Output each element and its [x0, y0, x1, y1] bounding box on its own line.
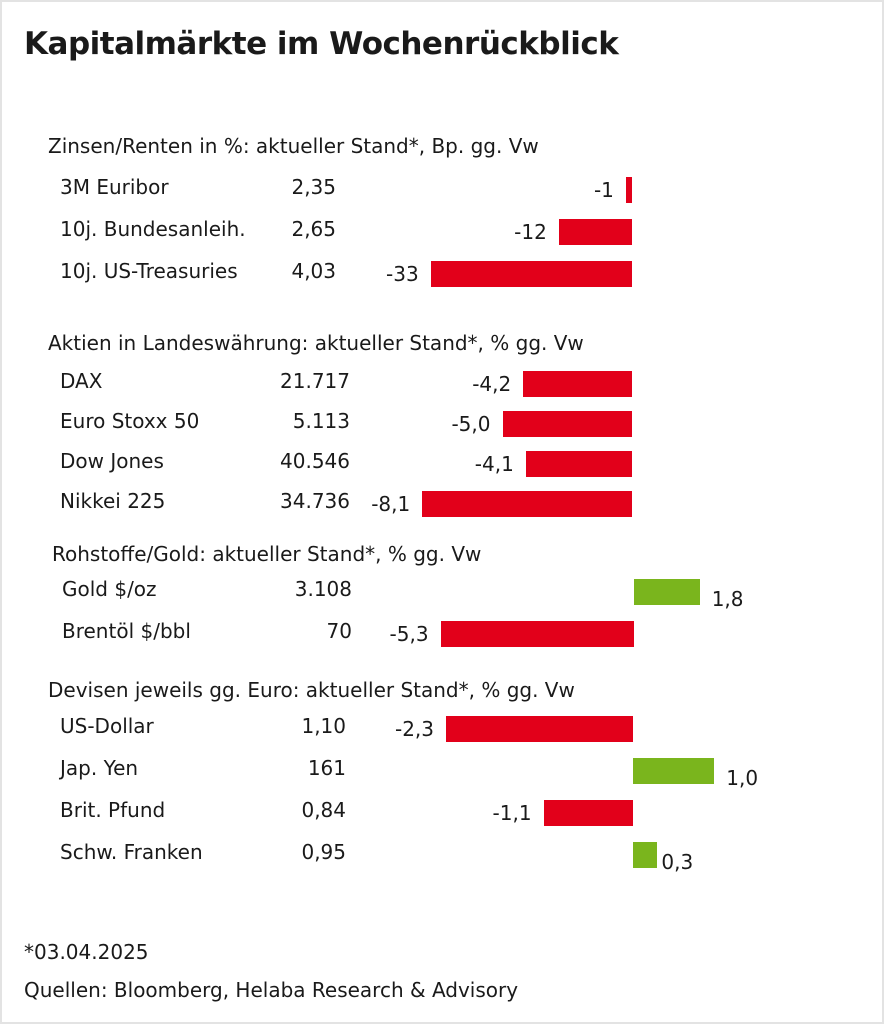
- row-value: 70: [326, 619, 352, 643]
- section-title: Rohstoffe/Gold: aktueller Stand*, % gg. …: [52, 542, 482, 566]
- change-label: -1: [593, 178, 614, 202]
- row-value: 40.546: [280, 449, 350, 473]
- change-bar: [446, 716, 633, 742]
- change-label: -2,3: [394, 717, 435, 741]
- change-label: -8,1: [371, 492, 411, 516]
- row-label: US-Dollar: [60, 714, 154, 738]
- change-bar: [430, 261, 632, 287]
- row-value: 4,03: [291, 259, 336, 283]
- row-value: 5.113: [292, 409, 350, 433]
- row-label: 10j. Bundesanleih.: [60, 217, 246, 241]
- row-label: Brit. Pfund: [60, 798, 166, 822]
- change-label: -5,0: [451, 412, 491, 436]
- change-bar: [634, 579, 700, 605]
- row-value: 0,84: [301, 798, 346, 822]
- change-bar: [558, 219, 632, 245]
- section-title: Zinsen/Renten in %: aktueller Stand*, Bp…: [48, 134, 539, 158]
- row-label: 10j. US-Treasuries: [60, 259, 238, 283]
- row-value: 0,95: [301, 840, 346, 864]
- row-label: Schw. Franken: [60, 840, 203, 864]
- change-label: -4,1: [474, 452, 514, 476]
- change-bar: [633, 758, 715, 784]
- change-bar: [440, 621, 634, 647]
- row-value: 2,35: [291, 175, 336, 199]
- footnote-date: *03.04.2025: [24, 940, 149, 964]
- row-label: Nikkei 225: [60, 489, 166, 513]
- chart-title: Kapitalmärkte im Wochenrückblick: [24, 26, 619, 62]
- change-bar: [543, 800, 633, 826]
- row-value: 21.717: [280, 369, 350, 393]
- change-bar: [625, 177, 632, 203]
- row-label: Jap. Yen: [60, 756, 139, 780]
- change-bar: [525, 451, 632, 477]
- change-bar: [633, 842, 658, 868]
- row-label: Gold $/oz: [62, 577, 157, 601]
- source-note: Quellen: Bloomberg, Helaba Research & Ad…: [24, 978, 519, 1002]
- row-label: DAX: [60, 369, 103, 393]
- change-bar: [502, 411, 632, 437]
- section-title: Devisen jeweils gg. Euro: aktueller Stan…: [48, 678, 575, 702]
- row-value: 2,65: [291, 217, 336, 241]
- change-bar: [523, 371, 632, 397]
- change-label: -4,2: [472, 372, 512, 396]
- row-value: 3.108: [294, 577, 352, 601]
- change-label: 1,0: [726, 766, 759, 790]
- row-label: 3M Euribor: [60, 175, 169, 199]
- row-value: 161: [307, 756, 346, 780]
- section-title: Aktien in Landeswährung: aktueller Stand…: [48, 331, 584, 355]
- change-bar: [422, 491, 632, 517]
- change-label: -33: [386, 262, 419, 286]
- change-label: -1,1: [492, 801, 532, 825]
- change-label: -12: [514, 220, 547, 244]
- change-label: 0,3: [661, 850, 694, 874]
- row-value: 34.736: [280, 489, 350, 513]
- row-value: 1,10: [301, 714, 346, 738]
- row-label: Dow Jones: [60, 449, 164, 473]
- row-label: Euro Stoxx 50: [60, 409, 200, 433]
- change-label: -5,3: [389, 622, 429, 646]
- row-label: Brentöl $/bbl: [62, 619, 191, 643]
- change-label: 1,8: [711, 587, 744, 611]
